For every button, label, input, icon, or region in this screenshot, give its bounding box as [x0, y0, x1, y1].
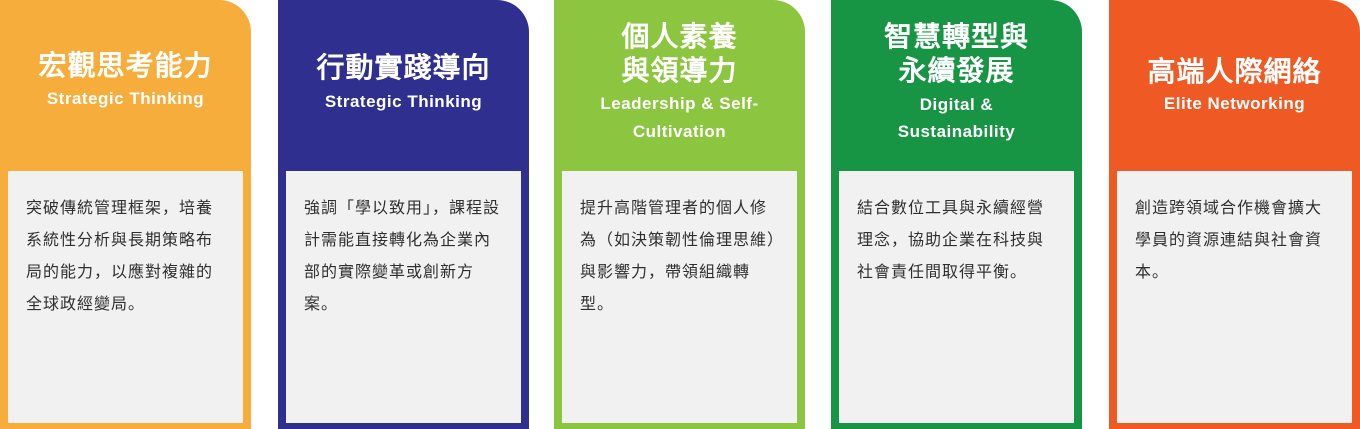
card-header: 個人素養與領導力 Leadership & Self-Cultivation [554, 0, 805, 170]
card-elite-networking: 高端人際網絡 Elite Networking 創造跨領域合作機會擴大學員的資源… [1109, 0, 1360, 429]
card-title: 宏觀思考能力 [38, 49, 213, 82]
card-subtitle: Leadership & Self-Cultivation [600, 94, 759, 141]
card-description: 創造跨領域合作機會擴大學員的資源連結與社會資本。 [1135, 198, 1323, 281]
card-subtitle: Elite Networking [1163, 94, 1306, 113]
card-header: 宏觀思考能力 Strategic Thinking [0, 0, 251, 170]
card-digital-sustainability: 智慧轉型與永續發展 Digital & Sustainability 結合數位工… [831, 0, 1082, 429]
card-title: 智慧轉型與永續發展 [883, 20, 1029, 87]
card-description: 強調「學以致用」，課程設計需能直接轉化為企業內部的實際變革或創新方案。 [304, 198, 501, 313]
card-body: 創造跨領域合作機會擴大學員的資源連結與社會資本。 [1117, 171, 1352, 423]
card-strategic-thinking: 宏觀思考能力 Strategic Thinking 突破傳統管理框架，培養系統性… [0, 0, 251, 429]
card-header: 高端人際網絡 Elite Networking [1109, 0, 1360, 170]
card-description: 結合數位工具與永續經營理念，協助企業在科技與社會責任間取得平衡。 [857, 198, 1045, 281]
card-action-oriented: 行動實踐導向 Strategic Thinking 強調「學以致用」，課程設計需… [278, 0, 529, 429]
card-title: 行動實踐導向 [316, 51, 491, 84]
card-body: 結合數位工具與永續經營理念，協助企業在科技與社會責任間取得平衡。 [839, 171, 1074, 423]
card-body: 強調「學以致用」，課程設計需能直接轉化為企業內部的實際變革或創新方案。 [286, 171, 521, 423]
card-subtitle: Digital & Sustainability [897, 95, 1016, 141]
card-body: 提升高階管理者的個人修為（如決策韌性倫理思維）與影響力，帶領組織轉型。 [562, 171, 797, 423]
card-description: 提升高階管理者的個人修為（如決策韌性倫理思維）與影響力，帶領組織轉型。 [580, 198, 777, 313]
card-subtitle: Strategic Thinking [46, 89, 205, 108]
card-title: 高端人際網絡 [1147, 55, 1322, 88]
card-header: 智慧轉型與永續發展 Digital & Sustainability [831, 0, 1082, 170]
card-header: 行動實踐導向 Strategic Thinking [278, 0, 529, 170]
card-body: 突破傳統管理框架，培養系統性分析與長期策略布局的能力，以應對複雜的全球政經變局。 [8, 171, 243, 423]
card-title: 個人素養與領導力 [621, 20, 738, 87]
card-subtitle: Strategic Thinking [324, 92, 483, 111]
card-leadership: 個人素養與領導力 Leadership & Self-Cultivation 提… [554, 0, 805, 429]
card-description: 突破傳統管理框架，培養系統性分析與長期策略布局的能力，以應對複雜的全球政經變局。 [26, 198, 214, 313]
